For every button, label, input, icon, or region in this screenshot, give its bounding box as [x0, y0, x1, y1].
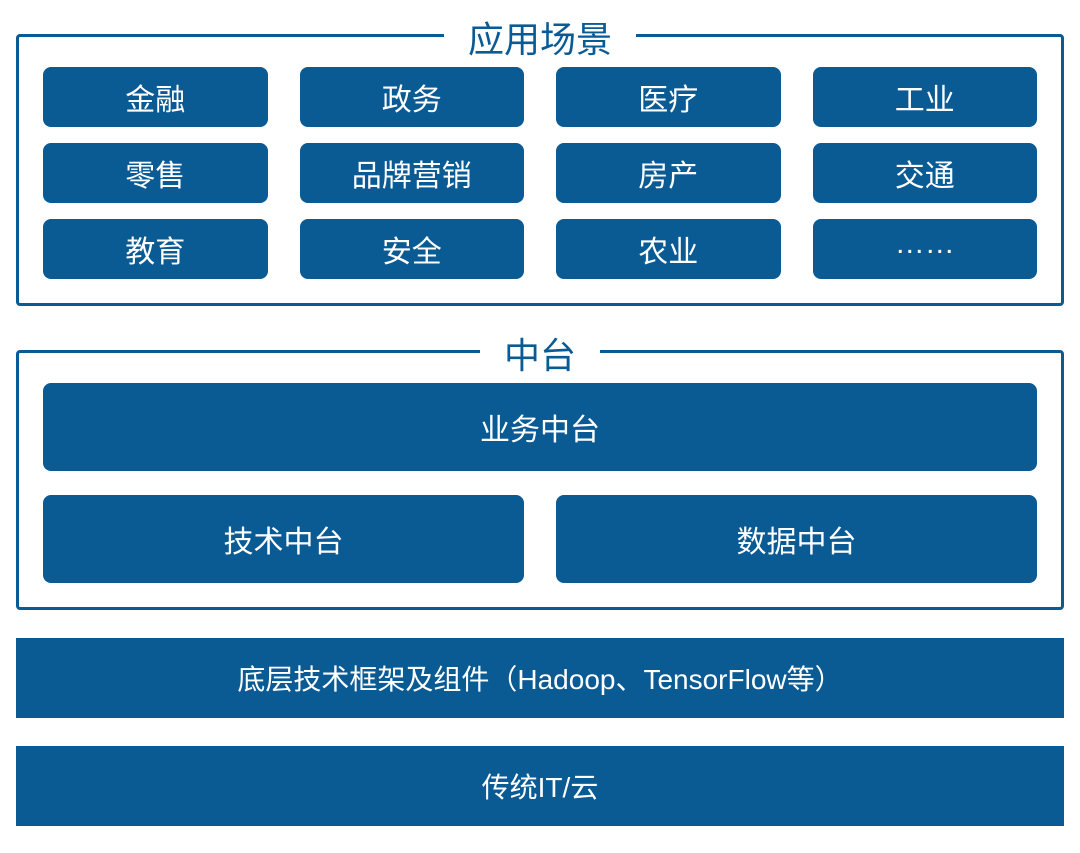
app-item-realestate: 房产	[556, 143, 781, 203]
infrastructure-bar: 传统IT/云	[16, 746, 1064, 826]
data-middle-platform: 数据中台	[556, 495, 1037, 583]
business-middle-platform: 业务中台	[43, 383, 1037, 471]
app-item-finance: 金融	[43, 67, 268, 127]
applications-grid: 金融 政务 医疗 工业 零售 品牌营销 房产 交通 教育 安全 农业 ……	[43, 67, 1037, 279]
app-item-government: 政务	[300, 67, 525, 127]
middle-platform-section: 中台 业务中台 技术中台 数据中台	[16, 350, 1064, 610]
app-item-more: ……	[813, 219, 1038, 279]
middle-platform-row: 技术中台 数据中台	[43, 495, 1037, 583]
middle-platform-title: 中台	[480, 327, 600, 379]
app-item-security: 安全	[300, 219, 525, 279]
app-item-marketing: 品牌营销	[300, 143, 525, 203]
tech-middle-platform: 技术中台	[43, 495, 524, 583]
applications-section: 应用场景 金融 政务 医疗 工业 零售 品牌营销 房产 交通 教育 安全 农业 …	[16, 34, 1064, 306]
framework-bar: 底层技术框架及组件（Hadoop、TensorFlow等）	[16, 638, 1064, 718]
applications-title: 应用场景	[444, 11, 636, 63]
app-item-industry: 工业	[813, 67, 1038, 127]
app-item-retail: 零售	[43, 143, 268, 203]
app-item-agriculture: 农业	[556, 219, 781, 279]
app-item-education: 教育	[43, 219, 268, 279]
app-item-medical: 医疗	[556, 67, 781, 127]
app-item-transport: 交通	[813, 143, 1038, 203]
